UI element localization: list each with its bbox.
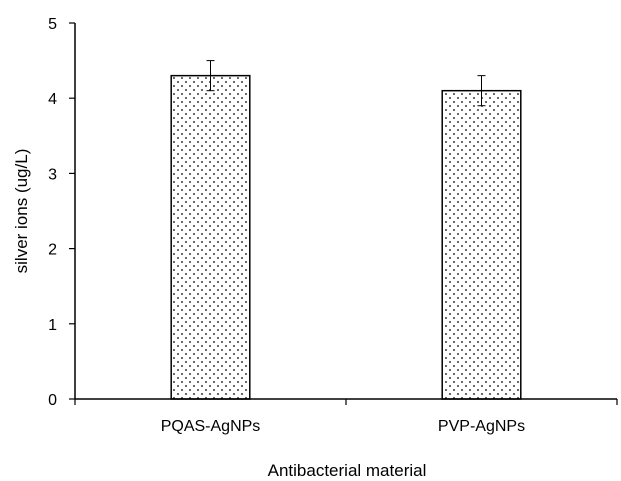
axes-group [74,23,618,405]
x-ticks-group: PQAS-AgNPs PVP-AgNPs [161,418,525,435]
x-tick-label: PVP-AgNPs [438,418,525,435]
y-ticks-group: 0 1 2 3 4 5 [48,16,75,409]
bar-pvp-agnps [441,89,522,400]
y-tick-label: 2 [48,242,57,259]
x-tick-label: PQAS-AgNPs [161,418,261,435]
error-bars-group [206,60,486,107]
x-axis-title: Antibacterial material [268,461,427,480]
bars-group [170,74,522,400]
y-tick-label: 0 [48,392,57,409]
y-tick-label: 4 [48,91,57,108]
y-axis-title: silver ions (ug/L) [12,149,31,274]
y-tick-label: 1 [48,317,57,334]
y-tick-label: 5 [48,16,57,33]
y-tick-label: 3 [48,166,57,183]
bar-pqas-agnps [170,74,251,400]
